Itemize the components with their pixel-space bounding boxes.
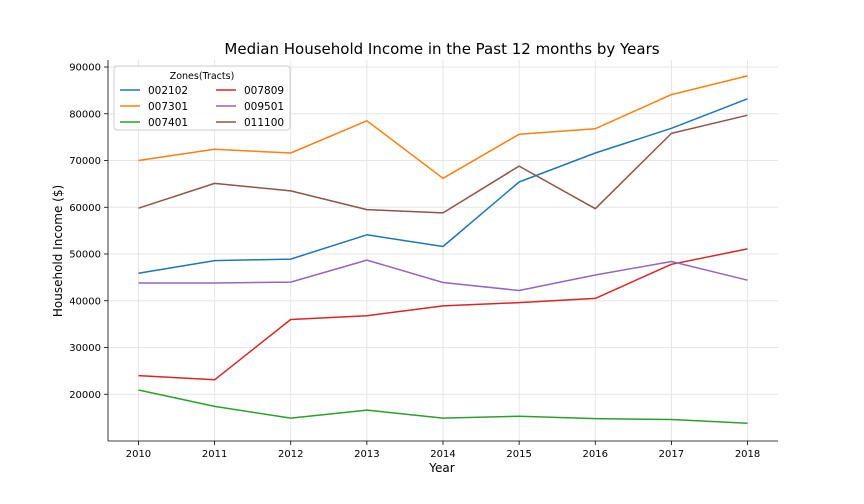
- x-tick-label: 2016: [583, 449, 608, 460]
- x-tick-label: 2013: [354, 449, 379, 460]
- x-tick-label: 2015: [506, 449, 531, 460]
- y-tick-label: 50000: [69, 250, 101, 261]
- legend-items: 002102 007301 007401 007809 009501 011100: [120, 85, 284, 129]
- chart-title: Median Household Income in the Past 12 m…: [224, 40, 659, 58]
- legend-title: Zones(Tracts): [170, 71, 235, 82]
- legend-label-011100: 011100: [244, 117, 284, 129]
- legend-label-007401: 007401: [148, 117, 188, 129]
- y-tick-label: 40000: [69, 296, 101, 307]
- series-line-007301: [138, 75, 748, 180]
- series-line-007809: [138, 248, 748, 381]
- x-tick-label: 2012: [278, 449, 303, 460]
- series-line-011100: [138, 114, 748, 214]
- legend-label-002102: 002102: [148, 85, 188, 97]
- x-axis-ticks: 2010 2011 2012 2013 2014 2015 2016 2017 2018: [126, 441, 760, 460]
- legend-label-007809: 007809: [244, 85, 284, 97]
- y-tick-label: 80000: [69, 109, 101, 120]
- legend: Zones(Tracts) 00210200730100740100780900…: [113, 65, 291, 131]
- x-tick-label: 2010: [126, 449, 151, 460]
- legend-label-007301: 007301: [148, 101, 188, 113]
- y-tick-label: 70000: [69, 156, 101, 167]
- y-tick-label: 60000: [69, 203, 101, 214]
- series-line-002102: [138, 98, 748, 274]
- x-axis-label: Year: [428, 461, 454, 475]
- y-axis-ticks: 20000 30000 40000 50000 60000 70000 80000 90000: [69, 63, 108, 401]
- x-tick-label: 2011: [202, 449, 227, 460]
- y-axis-label: Household Income ($): [51, 185, 65, 317]
- legend-frame: [113, 65, 291, 131]
- x-tick-label: 2017: [659, 449, 684, 460]
- x-tick-label: 2014: [430, 449, 455, 460]
- y-tick-label: 90000: [69, 63, 101, 74]
- series-line-009501: [138, 259, 748, 292]
- series-lines: [138, 75, 748, 424]
- legend-label-009501: 009501: [244, 101, 284, 113]
- series-line-007401: [138, 389, 748, 424]
- y-tick-label: 20000: [69, 390, 101, 401]
- grid: [108, 60, 778, 441]
- y-tick-label: 30000: [69, 343, 101, 354]
- x-tick-label: 2018: [735, 449, 760, 460]
